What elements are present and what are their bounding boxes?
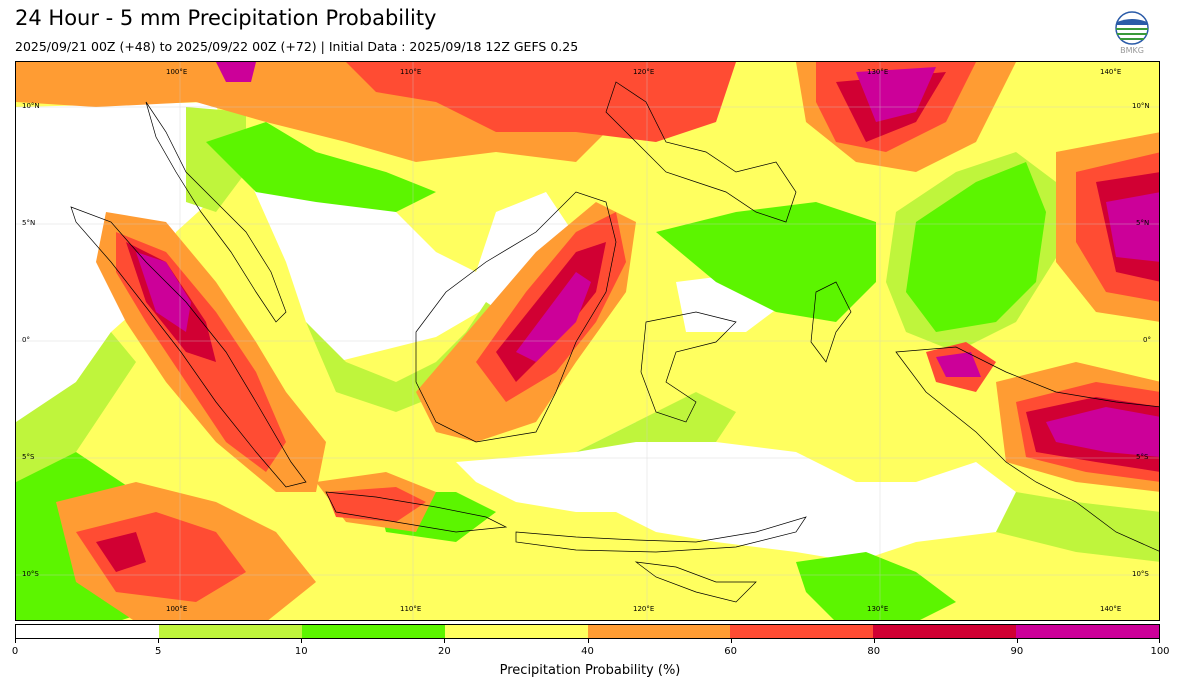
field-zone-5-10	[996, 492, 1159, 562]
colorbar-tick-label: 90	[1010, 646, 1024, 657]
colorbar-segment	[1016, 625, 1159, 638]
colorbar-segment	[587, 625, 731, 638]
colorbar-tick-label: 0	[11, 646, 19, 657]
borneo-coastline	[415, 191, 617, 443]
lon-label-bottom: 110°E	[400, 605, 422, 613]
field-zone-10-20	[906, 162, 1046, 332]
precipitation-field	[16, 62, 1159, 620]
java-coastline	[325, 491, 508, 533]
colorbar	[15, 624, 1160, 639]
colorbar-tick-mark	[1159, 639, 1160, 643]
field-zone-5-10	[576, 392, 736, 452]
field-zone-90-100	[136, 252, 191, 332]
field-zone-5-10	[186, 107, 246, 212]
map-title: 24 Hour - 5 mm Precipitation Probability	[15, 6, 437, 30]
maluku-coastline	[810, 281, 852, 363]
field-zone-10-20	[656, 202, 876, 322]
field-zone-60-80	[346, 62, 736, 142]
field-zone-90-100	[1106, 192, 1159, 262]
lon-label-top: 140°E	[1100, 68, 1122, 76]
colorbar-tick-label: 80	[867, 646, 881, 657]
timor-coastline	[634, 561, 757, 603]
lesser-sunda-coastline	[515, 516, 807, 553]
colorbar-segment	[444, 625, 588, 638]
colorbar-tick-label: 100	[1150, 646, 1170, 657]
sulawesi-coastline	[640, 311, 737, 423]
logo-text: BMKG	[1120, 46, 1144, 55]
colorbar-tick-label: 40	[581, 646, 594, 657]
lon-label-top: 120°E	[633, 68, 655, 76]
malay-peninsula-coastline	[145, 101, 287, 323]
colorbar-label: Precipitation Probability (%)	[499, 663, 681, 678]
colorbar-tick-mark	[158, 639, 160, 643]
colorbar-tick-mark	[444, 639, 446, 643]
lat-label-left: 10°N	[22, 102, 40, 110]
field-zone-10-20	[206, 122, 436, 212]
colorbar-segment	[873, 625, 1017, 638]
lat-label-left: 0°	[22, 336, 30, 344]
lat-label-left: 5°N	[22, 219, 36, 227]
colorbar-segment	[730, 625, 874, 638]
field-zone-60-80	[326, 487, 426, 522]
field-zone-90-100	[1046, 407, 1159, 457]
philippines-coastline	[605, 81, 797, 223]
field-zone-10-20	[796, 552, 956, 620]
field-zone-5-10	[306, 302, 516, 412]
field-zone-5-10	[16, 332, 136, 482]
colorbar-tick-label: 20	[438, 646, 451, 657]
lat-label-left: 5°S	[22, 453, 35, 461]
lon-label-top: 100°E	[166, 68, 188, 76]
field-zone-90-100	[936, 352, 981, 377]
map-subtitle: 2025/09/21 00Z (+48) to 2025/09/22 00Z (…	[15, 39, 579, 54]
colorbar-tick-mark	[1016, 639, 1018, 643]
field-zone-90-100	[216, 62, 256, 82]
field-zone-60-80	[76, 512, 246, 602]
colorbar-tick-label: 60	[724, 646, 737, 657]
field-zone-90-100	[856, 67, 936, 122]
field-zone-80-90	[96, 532, 146, 572]
lat-label-right: 5°N	[1136, 219, 1150, 227]
field-zone-0-5	[246, 172, 576, 362]
graticule	[16, 62, 1159, 620]
colorbar-tick-label: 5	[154, 646, 162, 657]
colorbar-tick-mark	[301, 639, 303, 643]
lat-label-right: 10°S	[1132, 570, 1149, 578]
colorbar-segment	[158, 625, 302, 638]
colorbar-tick-mark	[730, 639, 732, 643]
lon-label-bottom: 140°E	[1100, 605, 1122, 613]
colorbar-segment	[301, 625, 445, 638]
lon-label-bottom: 120°E	[633, 605, 655, 613]
colorbar-tick-label: 10	[294, 646, 308, 657]
field-zone-90-100	[516, 272, 591, 362]
lat-label-right: 0°	[1143, 336, 1151, 344]
new-guinea-coastline	[895, 346, 1159, 552]
sumatra-coastline	[70, 206, 307, 488]
colorbar-tick-mark	[587, 639, 589, 643]
lat-label-right: 10°N	[1132, 102, 1150, 110]
lat-label-left: 10°S	[22, 570, 39, 578]
lon-label-top: 130°E	[867, 68, 889, 76]
lon-label-top: 110°E	[400, 68, 422, 76]
colorbar-tick-mark	[873, 639, 875, 643]
lon-label-bottom: 100°E	[166, 605, 188, 613]
precipitation-map: 100°E 110°E 120°E 130°E 140°E 100°E 110°…	[15, 61, 1160, 621]
lat-label-right: 5°S	[1136, 453, 1149, 461]
field-zone-0-5	[456, 422, 1016, 562]
lon-label-bottom: 130°E	[867, 605, 889, 613]
bmkg-logo: BMKG	[1112, 10, 1152, 56]
colorbar-tick-mark	[15, 639, 16, 643]
coastlines	[70, 81, 1159, 603]
colorbar-segment	[16, 625, 159, 638]
